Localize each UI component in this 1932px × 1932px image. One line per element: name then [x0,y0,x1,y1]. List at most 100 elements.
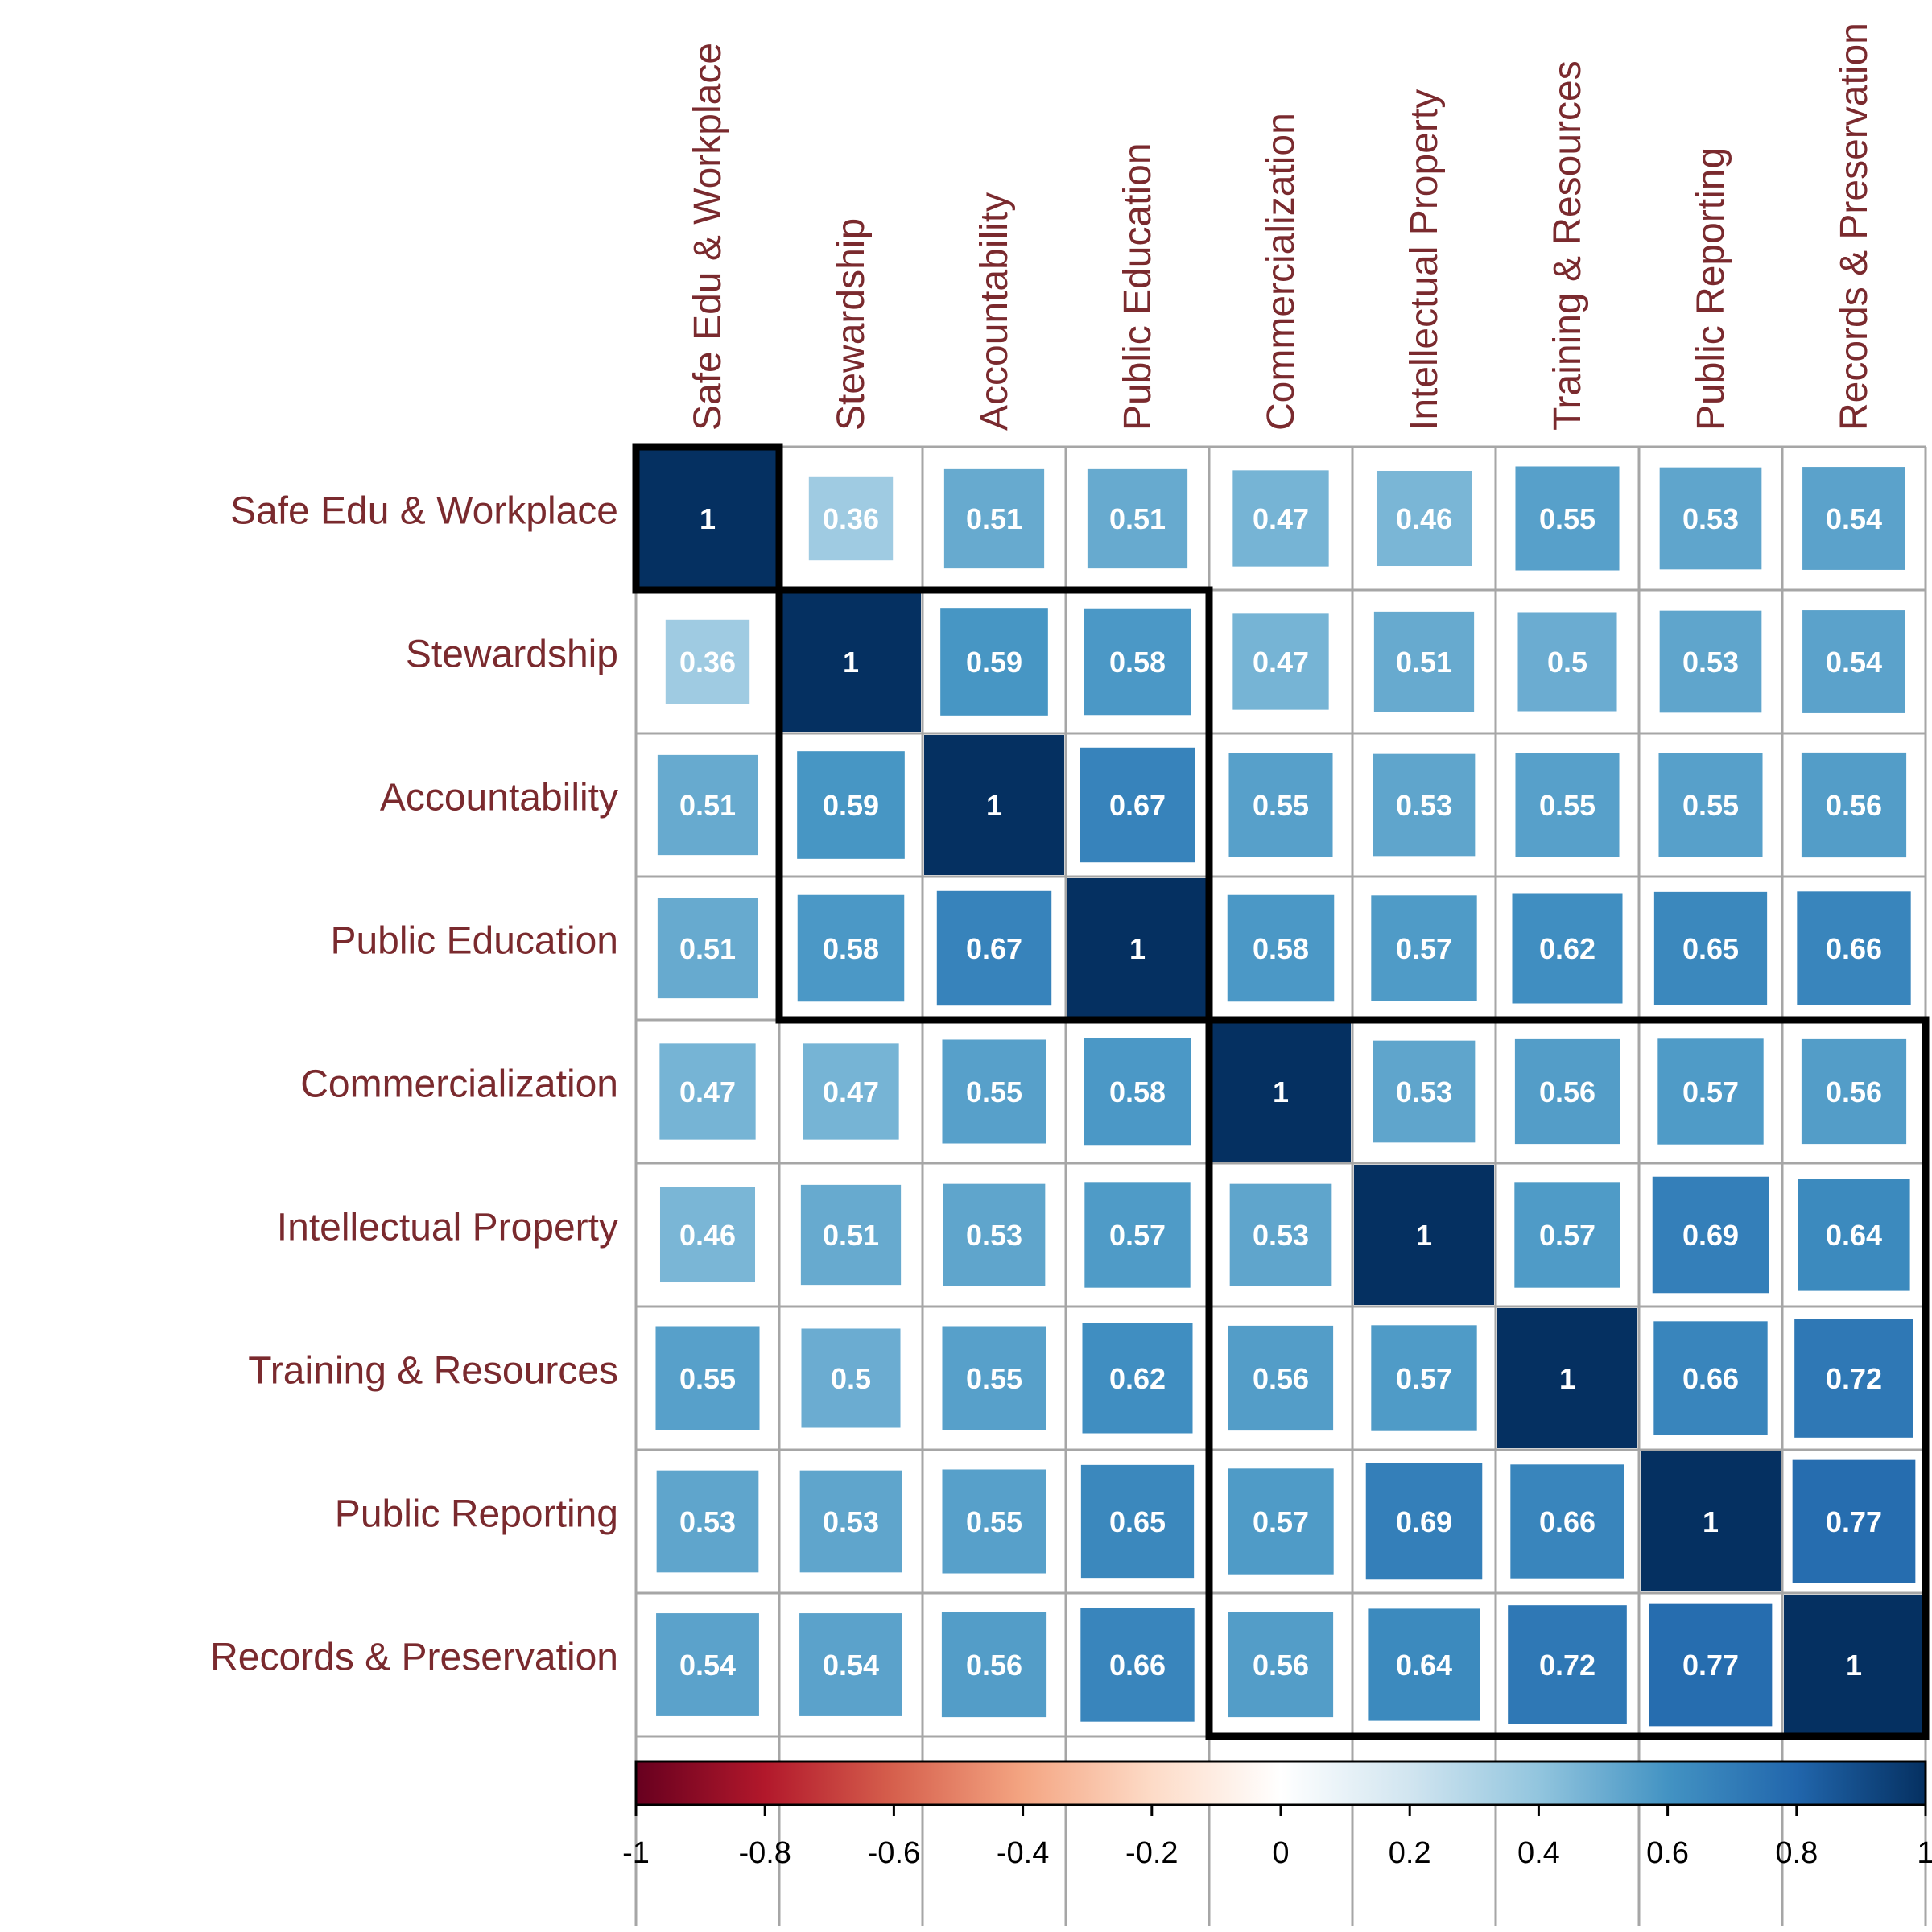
cell-value-label: 0.57 [1109,1219,1166,1252]
heatmap-cell [1080,1464,1195,1579]
heatmap-cell [1368,1608,1480,1721]
cell-value-label: 0.66 [1109,1649,1166,1682]
heatmap-cell [1653,891,1768,1005]
cell-value-label: 1 [1846,1649,1862,1682]
cell-value-label: 0.65 [1682,932,1739,965]
cell-value-label: 0.56 [1826,789,1882,822]
heatmap-cell [941,1612,1047,1718]
column-labels: Safe Edu & Workplace Stewardship Accountab… [687,23,1876,431]
heatmap-cell [943,1183,1046,1286]
heatmap-cell [942,1326,1046,1430]
column-label: Accountability [973,192,1016,431]
heatmap-cell [657,754,758,856]
cell-value-label: 0.66 [1682,1362,1739,1395]
colorbar-tick-label: 0 [1272,1836,1289,1870]
cell-value-label: 0.67 [966,932,1022,965]
heatmap-cell [1792,1459,1916,1583]
heatmap-cell [1084,1038,1191,1146]
cell-value-label: 0.55 [1539,502,1596,535]
colorbar: -1 -0.8 -0.6 -0.4 -0.2 0 0.2 0.4 0.6 0.8 1 [622,1760,1932,1870]
cell-value-label: 0.46 [1396,502,1452,535]
heatmap-cell [1653,1321,1768,1435]
heatmap-cell [924,735,1064,875]
heatmap-cell [1497,1308,1637,1448]
heatmap-cell [1067,878,1208,1018]
heatmap-cell [1373,1040,1476,1143]
cell-value-label: 0.69 [1396,1505,1452,1538]
cell-value-label: 0.54 [1826,502,1882,535]
colorbar-tick-label: -0.8 [738,1836,791,1870]
heatmap-cell [1080,1608,1195,1722]
heatmap-cell [936,890,1052,1006]
colorbar-tick-label: -0.6 [868,1836,920,1870]
heatmap-cell [656,1613,759,1716]
heatmap-cell [1228,753,1333,857]
cell-value-label: 0.56 [1826,1075,1882,1108]
heatmap-cells: 1 0.36 0.51 0.51 0.47 0.46 0.55 0.53 0.540.36 1 0.… [638,448,1924,1735]
cell-value-label: 0.65 [1109,1505,1166,1538]
heatmap-cell [1512,893,1623,1004]
cell-value-label: 0.55 [1682,789,1739,822]
cell-value-label: 0.54 [679,1649,736,1682]
cell-value-label: 1 [1416,1219,1432,1252]
heatmap-cell [1658,753,1763,857]
cell-value-label: 0.51 [966,502,1022,535]
cell-value-label: 0.72 [1539,1649,1596,1682]
colorbar-tick-label: -1 [622,1836,650,1870]
heatmap-cell [1515,753,1620,857]
cell-value-label: 0.57 [1539,1219,1596,1252]
cell-value-label: 0.53 [1682,646,1739,679]
heatmap-cell [1510,1464,1624,1579]
heatmap-cell [942,1039,1046,1144]
heatmap-cell [1649,1603,1773,1727]
cell-value-label: 0.58 [1109,1075,1166,1108]
heatmap-cell [797,894,905,1002]
row-label: Commercialization [300,1063,618,1106]
heatmap-cell [1659,467,1762,570]
cell-value-label: 0.51 [679,789,736,822]
heatmap-cell [1232,470,1329,567]
heatmap-cell [801,1328,901,1428]
cell-value-label: 0.54 [1826,646,1882,679]
cell-value-label: 0.56 [1539,1075,1596,1108]
cell-value-label: 0.57 [1253,1505,1309,1538]
heatmap-cell [781,592,921,732]
column-label: Intellectual Property [1403,89,1446,431]
cell-value-label: 0.67 [1109,789,1166,822]
row-label: Public Reporting [335,1493,618,1536]
cell-value-label: 0.69 [1682,1219,1739,1252]
colorbar-tick-label: 0.2 [1389,1836,1431,1870]
heatmap-cell [803,1043,899,1140]
colorbar-gradient [634,1760,1927,1806]
cell-value-label: 0.51 [823,1219,879,1252]
cell-value-label: 0.5 [1547,646,1587,679]
cluster-box [632,443,783,594]
cell-value-label: 0.47 [823,1075,879,1108]
cell-value-label: 0.47 [1253,646,1309,679]
heatmap-cell [1371,1325,1477,1431]
cell-value-label: 0.55 [966,1505,1022,1538]
heatmap-cell [1641,1451,1781,1591]
cell-value-label: 1 [986,789,1002,822]
heatmap-cell [808,476,894,561]
row-label: Stewardship [406,634,618,676]
heatmap-cell [1659,610,1762,713]
heatmap-cell [657,898,758,999]
heatmap-cell [638,448,778,588]
cell-value-label: 0.53 [966,1219,1022,1252]
cell-value-label: 0.56 [1253,1649,1309,1682]
heatmap-cell [1211,1022,1351,1162]
cell-value-label: 0.36 [823,502,879,535]
cell-value-label: 0.56 [966,1649,1022,1682]
column-label: Public Education [1117,142,1159,431]
cell-value-label: 0.59 [966,646,1022,679]
heatmap-cell [1802,610,1905,713]
cell-value-label: 0.53 [1682,502,1739,535]
column-label: Stewardship [830,218,873,431]
heatmap-cell [1232,613,1329,710]
row-label: Public Education [330,920,618,963]
heatmap-cell [1228,1468,1334,1575]
cell-value-label: 1 [700,502,716,535]
heatmap-cell [1354,1165,1494,1305]
